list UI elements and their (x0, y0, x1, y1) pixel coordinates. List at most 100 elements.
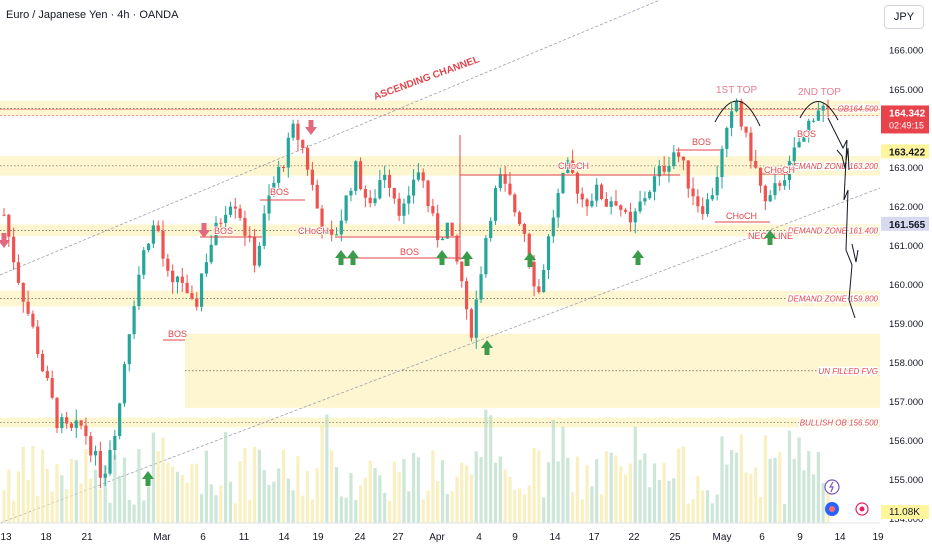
structure-label: BOS (168, 329, 187, 339)
candle (783, 180, 787, 186)
buy-arrow (481, 340, 493, 355)
volume-bar (45, 468, 49, 523)
volume-bar (383, 492, 387, 523)
candle (566, 160, 570, 173)
volume-bar (754, 467, 758, 523)
volume-bar (561, 426, 565, 523)
volume-bar (811, 474, 816, 523)
volume-bar (431, 450, 435, 523)
candle (262, 213, 266, 246)
candle (60, 417, 64, 429)
price-tick: 158.000 (889, 358, 923, 369)
volume-bar (243, 448, 247, 523)
candle (484, 238, 488, 275)
volume-bar (797, 437, 801, 523)
structure-label: BOS (270, 187, 289, 197)
candle (214, 222, 218, 245)
candle (469, 309, 474, 338)
volume-bar (643, 453, 647, 523)
volume-bar (378, 475, 382, 523)
volume-bar (373, 468, 377, 523)
candle (657, 166, 661, 177)
candle (672, 152, 676, 166)
volume-label: 11.08K (889, 507, 920, 518)
buy-arrow (436, 250, 448, 265)
volume-bar (185, 482, 189, 523)
volume-bar (792, 458, 796, 523)
volume-bar (79, 483, 83, 523)
time-axis-bg (0, 523, 932, 550)
candle (571, 160, 575, 173)
volume-bar (691, 499, 695, 523)
volume-bar (113, 454, 117, 523)
volume-bar (686, 503, 690, 523)
candle (551, 217, 555, 237)
volume-bar (474, 451, 478, 523)
volume-bar (387, 500, 392, 523)
candle (426, 180, 430, 207)
candle (267, 195, 271, 214)
volume-label-bg (881, 505, 929, 519)
candle (397, 198, 401, 216)
candle (807, 120, 811, 132)
candle (40, 354, 45, 372)
volume-bar (166, 462, 170, 523)
candle (489, 220, 493, 239)
candle (392, 187, 396, 199)
candle (65, 417, 69, 424)
volume-bar (305, 470, 310, 523)
volume-bar (816, 451, 820, 523)
candle (787, 161, 792, 181)
volume-bar (498, 456, 502, 523)
volume-bar (604, 451, 608, 523)
volume-bar (310, 499, 314, 523)
volume-bar (69, 459, 74, 523)
volume-bar (551, 419, 555, 523)
volume-bar (590, 486, 594, 523)
candle (286, 137, 290, 168)
candle (527, 233, 531, 262)
candle (739, 101, 743, 127)
volume-bar (508, 476, 512, 523)
candle (542, 269, 546, 293)
volume-bar (464, 465, 469, 523)
volume-bar (489, 415, 493, 523)
candle (638, 201, 642, 212)
volume-bar (730, 450, 734, 523)
top-arc (799, 101, 839, 121)
candle (416, 172, 421, 180)
candle (792, 147, 796, 162)
candle (686, 160, 690, 189)
volume-bar (778, 452, 782, 523)
candle (464, 281, 469, 310)
candle (305, 147, 310, 170)
candle (180, 276, 184, 283)
volume-bar (98, 489, 102, 523)
candle (26, 301, 30, 314)
candle (354, 161, 358, 191)
candle (310, 169, 314, 185)
candle (440, 238, 445, 241)
candle (209, 244, 213, 263)
volume-bar (402, 459, 406, 523)
candle (445, 222, 449, 239)
volume-bar (407, 491, 411, 523)
volume-bar (479, 457, 483, 523)
volume-bar (566, 457, 570, 523)
channel-upper-line (0, 0, 661, 276)
candle (734, 101, 739, 112)
volume-bar (315, 467, 319, 523)
volume-bar (325, 414, 329, 523)
currency-button[interactable]: JPY (884, 5, 924, 29)
time-tick: 14 (834, 532, 846, 543)
candle (546, 236, 551, 270)
volume-bar (286, 478, 290, 523)
volume-bar (652, 463, 657, 523)
candle (142, 250, 146, 275)
zone-band (0, 290, 880, 307)
candle (12, 236, 16, 263)
candle (614, 201, 618, 206)
volume-bar (701, 490, 705, 523)
candle (662, 166, 666, 172)
